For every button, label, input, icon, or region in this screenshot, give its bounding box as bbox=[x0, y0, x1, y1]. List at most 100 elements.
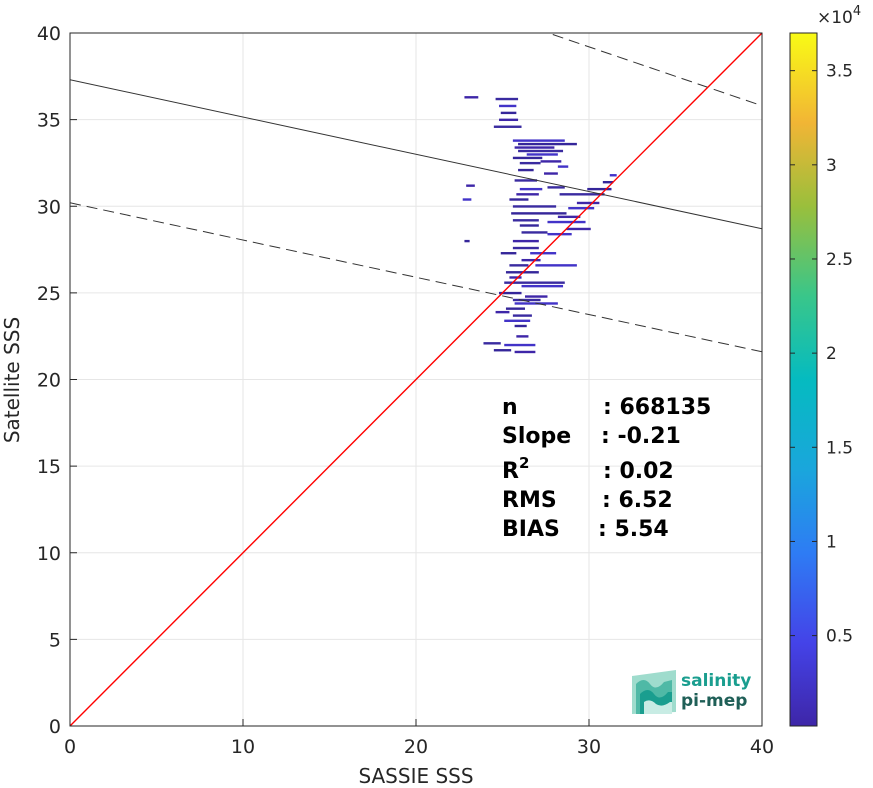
density-segment-36 bbox=[566, 227, 591, 231]
y-tick-label-4: 20 bbox=[37, 370, 61, 392]
stat-label-r: R bbox=[502, 459, 519, 484]
density-segment-20 bbox=[466, 184, 475, 187]
density-segment-30 bbox=[568, 206, 595, 210]
density-segment-35 bbox=[519, 224, 539, 227]
logo-text-salinity: salinity bbox=[681, 671, 751, 691]
density-segment-33 bbox=[512, 219, 539, 222]
stat-value-bias: : 5.54 bbox=[598, 517, 669, 542]
density-segment-2 bbox=[499, 104, 517, 108]
density-segment-57 bbox=[512, 314, 532, 317]
density-segment-6 bbox=[512, 139, 565, 142]
density-segment-64 bbox=[514, 350, 536, 354]
density-segment-32 bbox=[557, 215, 581, 219]
density-segment-18 bbox=[609, 174, 617, 177]
colorbar-tick-label-1: 1 bbox=[826, 532, 837, 552]
density-segment-17 bbox=[514, 179, 538, 182]
density-segment-43 bbox=[500, 252, 517, 255]
density-segment-61 bbox=[483, 342, 501, 345]
identity-line bbox=[70, 33, 762, 726]
stat-label-r2: R2 bbox=[502, 454, 529, 484]
density-segment-5 bbox=[493, 125, 522, 128]
density-segment-11 bbox=[512, 156, 543, 160]
y-tick-label-3: 15 bbox=[37, 456, 61, 478]
density-segment-8 bbox=[514, 146, 555, 149]
density-cloud bbox=[462, 96, 617, 354]
x-tick-label-2: 20 bbox=[404, 736, 428, 758]
density-segment-9 bbox=[518, 149, 564, 153]
regression-line bbox=[70, 79, 762, 230]
salinity-pimep-logo: salinity pi-mep bbox=[632, 670, 751, 714]
y-tick-label-6: 30 bbox=[37, 196, 61, 218]
density-segment-38 bbox=[547, 232, 572, 236]
y-tick-label-0: 0 bbox=[49, 716, 61, 738]
density-segment-40 bbox=[512, 239, 539, 243]
stat-value-rms: : 6.52 bbox=[602, 488, 673, 513]
density-segment-39 bbox=[464, 239, 470, 243]
density-segment-21 bbox=[547, 186, 565, 189]
density-segment-25 bbox=[559, 193, 605, 196]
colorbar-tick-label-6: 3.5 bbox=[826, 62, 853, 82]
density-segment-23 bbox=[587, 187, 612, 191]
density-segment-16 bbox=[544, 172, 558, 175]
density-segment-19 bbox=[602, 180, 614, 184]
density-segment-34 bbox=[547, 220, 586, 224]
stat-value-r2: : 0.02 bbox=[603, 459, 674, 484]
stat-label-r-sup: 2 bbox=[519, 454, 529, 472]
density-segment-59 bbox=[514, 324, 527, 328]
colorbar-ticks: 0.5 1 1.5 2 2.5 3 3.5 bbox=[790, 62, 853, 647]
density-segment-56 bbox=[495, 310, 510, 314]
colorbar-tick-label-0: 0.5 bbox=[826, 627, 853, 647]
density-segment-0 bbox=[464, 96, 479, 99]
density-segment-27 bbox=[509, 198, 529, 201]
x-axis-label: SASSIE SSS bbox=[358, 764, 473, 788]
density-segment-63 bbox=[493, 349, 512, 352]
colorbar-multiplier: ×104 bbox=[817, 4, 861, 28]
stats-block: n : 668135 Slope : -0.21 R2 : 0.02 RMS :… bbox=[502, 395, 711, 542]
y-axis-label: Satellite SSS bbox=[0, 317, 24, 443]
colorbar-multiplier-base: ×10 bbox=[817, 8, 853, 28]
density-segment-14 bbox=[557, 165, 569, 168]
stat-label-bias: BIAS bbox=[502, 517, 560, 542]
colorbar-multiplier-exponent: 4 bbox=[853, 4, 861, 19]
density-segment-42 bbox=[530, 252, 557, 255]
density-segment-53 bbox=[512, 298, 541, 302]
logo-wave-icon bbox=[632, 670, 676, 714]
stat-label-rms: RMS bbox=[502, 488, 557, 513]
density-segment-48 bbox=[509, 276, 522, 279]
stat-label-slope: Slope bbox=[502, 424, 571, 449]
stat-value-slope: : -0.21 bbox=[601, 424, 681, 449]
density-segment-4 bbox=[499, 118, 519, 122]
density-segment-24 bbox=[516, 193, 539, 196]
density-segment-60 bbox=[516, 335, 529, 338]
colorbar-tick-label-4: 2.5 bbox=[826, 250, 853, 270]
density-segment-49 bbox=[504, 281, 565, 284]
y-tick-label-7: 35 bbox=[37, 110, 61, 132]
density-segment-62 bbox=[504, 343, 536, 347]
density-segment-1 bbox=[495, 97, 519, 101]
stat-label-n: n bbox=[502, 395, 518, 420]
colorbar-tick-label-2: 1.5 bbox=[826, 438, 853, 458]
y-tick-label-2: 10 bbox=[37, 543, 61, 565]
density-segment-44 bbox=[521, 258, 541, 262]
density-segment-13 bbox=[519, 161, 541, 165]
y-axis-ticks: 0 5 10 15 20 25 30 35 40 bbox=[37, 23, 77, 738]
y-tick-label-8: 40 bbox=[37, 23, 61, 45]
density-segment-51 bbox=[499, 291, 522, 295]
density-segment-10 bbox=[526, 153, 558, 156]
density-segment-3 bbox=[500, 111, 517, 115]
y-tick-label-5: 25 bbox=[37, 283, 61, 305]
density-segment-55 bbox=[505, 307, 525, 310]
y-tick-label-1: 5 bbox=[49, 629, 61, 651]
density-segment-29 bbox=[512, 205, 557, 208]
colorbar bbox=[789, 32, 818, 727]
density-segment-26 bbox=[462, 198, 472, 201]
colorbar-tick-label-3: 2 bbox=[826, 344, 837, 364]
density-segment-22 bbox=[519, 187, 543, 191]
density-segment-58 bbox=[504, 319, 531, 322]
x-tick-label-3: 30 bbox=[577, 736, 601, 758]
density-segment-41 bbox=[512, 246, 539, 250]
stat-value-n: : 668135 bbox=[603, 395, 711, 420]
density-segment-46 bbox=[535, 264, 577, 267]
logo-text-pimep: pi-mep bbox=[681, 691, 747, 711]
